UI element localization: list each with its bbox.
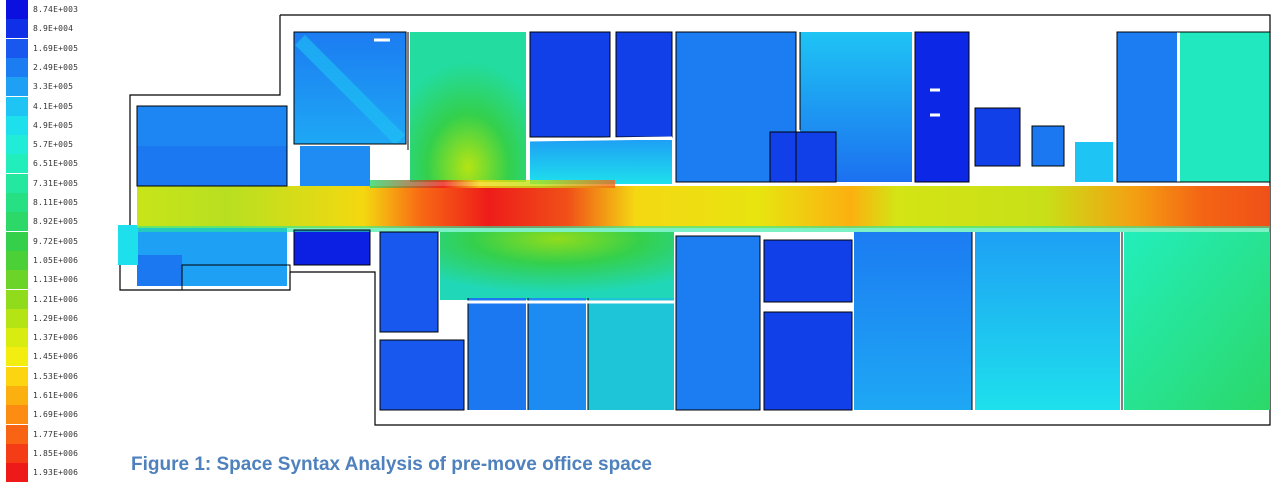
legend-label: 1.53E+006 <box>33 371 79 381</box>
figure-caption: Figure 1: Space Syntax Analysis of pre-m… <box>131 454 652 475</box>
legend-label: 7.31E+005 <box>33 178 79 188</box>
legend-label: 1.29E+006 <box>33 313 79 323</box>
legend-label: 1.69E+005 <box>33 43 79 53</box>
legend-entry: 1.53E+006 <box>0 366 120 386</box>
legend-entry: 1.69E+005 <box>0 38 120 58</box>
legend-entry: 8.11E+005 <box>0 193 120 212</box>
legend-swatch <box>6 463 28 483</box>
legend-swatch <box>6 366 28 386</box>
legend-entry: 8.74E+003 <box>0 0 120 19</box>
legend-label: 4.9E+005 <box>33 120 74 130</box>
legend-label: 1.93E+006 <box>33 468 79 478</box>
legend-swatch <box>6 328 28 348</box>
legend-swatch <box>6 405 28 425</box>
legend-label: 8.74E+003 <box>33 5 79 14</box>
legend-swatch <box>6 212 28 232</box>
legend-label: 1.05E+006 <box>33 255 79 265</box>
legend-entry: 4.1E+005 <box>0 96 120 116</box>
legend-swatch <box>6 250 28 270</box>
legend-swatch <box>6 173 28 193</box>
legend-swatch <box>6 19 28 39</box>
legend-swatch <box>6 270 28 290</box>
legend-label: 4.1E+005 <box>33 101 74 111</box>
legend-label: 8.92E+005 <box>33 217 79 227</box>
legend-entry: 1.29E+006 <box>0 308 120 328</box>
legend-swatch <box>6 231 28 251</box>
legend-label: 1.13E+006 <box>33 275 79 285</box>
legend-swatch <box>6 443 28 463</box>
legend-entry: 1.13E+006 <box>0 270 120 290</box>
legend-entry: 8.9E+004 <box>0 19 120 39</box>
legend-label: 5.7E+005 <box>33 140 74 150</box>
legend-entry: 9.72E+005 <box>0 231 120 251</box>
legend-swatch <box>6 77 28 97</box>
legend-entry: 6.51E+005 <box>0 154 120 174</box>
legend-label: 1.37E+006 <box>33 333 79 343</box>
legend-label: 2.49E+005 <box>33 62 79 72</box>
legend-label: 8.9E+004 <box>33 24 74 34</box>
legend-swatch <box>6 154 28 174</box>
legend-swatch <box>6 386 28 405</box>
value-legend: 8.74E+003 8.9E+004 1.69E+005 2.49E+005 3.3E+… <box>0 0 120 486</box>
legend-label: 1.45E+006 <box>33 352 79 362</box>
legend-entry: 4.9E+005 <box>0 115 120 135</box>
legend-label: 3.3E+005 <box>33 82 74 92</box>
legend-swatch <box>6 57 28 77</box>
legend-entry: 1.45E+006 <box>0 347 120 367</box>
legend-entry: 7.31E+005 <box>0 173 120 193</box>
legend-swatch <box>6 308 28 328</box>
legend-swatch <box>6 424 28 444</box>
legend-entry: 1.37E+006 <box>0 328 120 348</box>
legend-label: 1.77E+006 <box>33 429 79 439</box>
legend-entry: 8.92E+005 <box>0 212 120 232</box>
legend-swatch <box>6 135 28 155</box>
legend-swatch <box>6 347 28 367</box>
legend-entry: 1.05E+006 <box>0 250 120 270</box>
legend-swatch <box>6 38 28 58</box>
legend-label: 9.72E+005 <box>33 236 79 246</box>
legend-swatch <box>6 193 28 212</box>
legend-swatch <box>6 289 28 309</box>
legend-label: 1.69E+006 <box>33 410 79 420</box>
legend-entry: 2.49E+005 <box>0 57 120 77</box>
legend-entry: 1.93E+006 <box>0 463 120 483</box>
legend-entry: 1.69E+006 <box>0 405 120 425</box>
legend-entry: 3.3E+005 <box>0 77 120 97</box>
legend-swatch <box>6 96 28 116</box>
legend-entry: 1.61E+006 <box>0 386 120 405</box>
legend-entry: 1.77E+006 <box>0 424 120 444</box>
legend-entry: 1.85E+006 <box>0 443 120 463</box>
legend-label: 1.21E+006 <box>33 294 79 304</box>
legend-entry: 5.7E+005 <box>0 135 120 155</box>
legend-swatch <box>6 0 28 19</box>
legend-label: 1.61E+006 <box>33 391 79 400</box>
legend-label: 6.51E+005 <box>33 159 79 169</box>
legend-label: 1.85E+006 <box>33 448 79 458</box>
legend-swatch <box>6 115 28 135</box>
legend-entry: 1.21E+006 <box>0 289 120 309</box>
legend-label: 8.11E+005 <box>33 198 79 207</box>
